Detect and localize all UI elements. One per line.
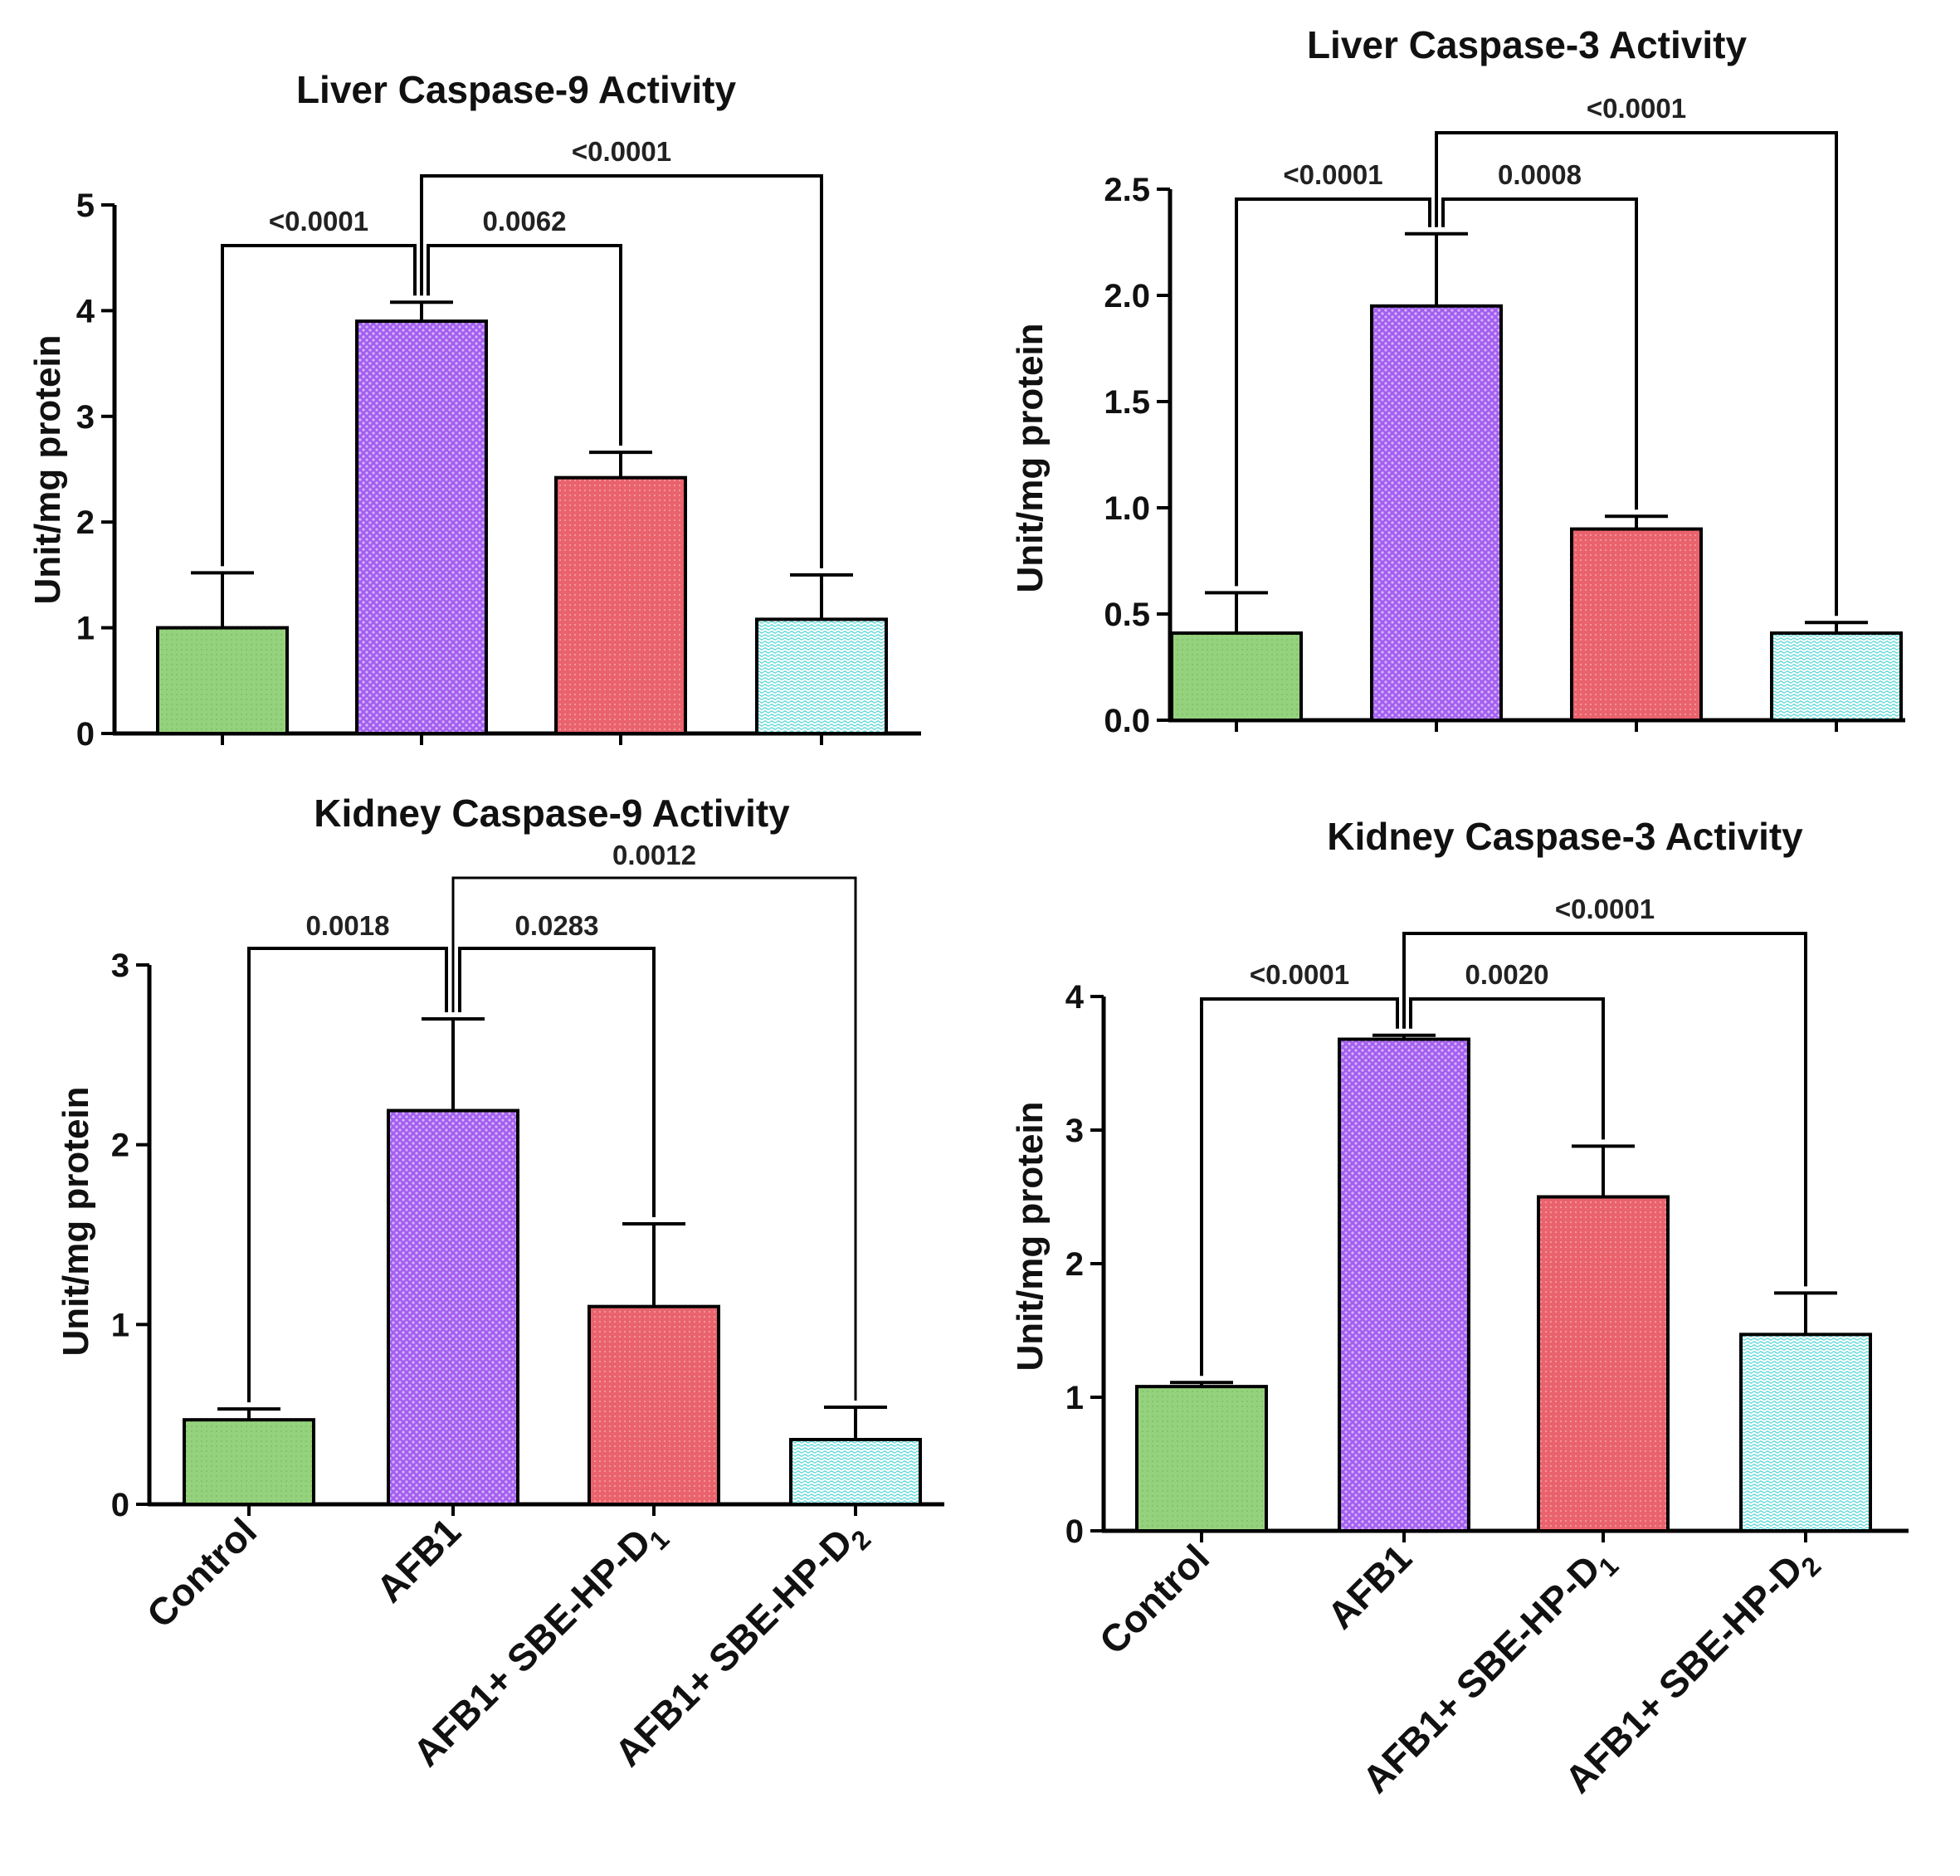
y-tick-label: 2 — [111, 1128, 129, 1164]
y-tick-label: 4 — [1065, 979, 1085, 1016]
bar-afb1-sbe-hp-d2 — [1739, 1333, 1872, 1532]
plot-area: 0.0 0.5 1.0 1.5 2.0 2.5 <0.0001 0.0008 <0.0001 — [1104, 93, 1905, 739]
significance-bracket — [420, 174, 823, 568]
y-tick-label: 0 — [111, 1487, 129, 1523]
significance-bracket — [1402, 932, 1807, 1287]
p-value-label: <0.0001 — [269, 206, 368, 236]
category-label-afb1: AFB1 — [368, 1509, 469, 1610]
p-value-label: 0.0062 — [483, 206, 567, 236]
category-label-afb1: AFB1 — [1319, 1536, 1420, 1637]
p-value-label: 0.0283 — [515, 910, 599, 941]
y-tick-label: 1 — [76, 611, 95, 647]
significance-bracket — [247, 947, 448, 1403]
panel-kidney-caspase-9: Kidney Caspase-9 Activity Unit/mg protei… — [56, 792, 944, 1523]
significance-bracket — [458, 947, 656, 1217]
bar-afb1-sbe-hp-d1 — [588, 1304, 720, 1506]
significance-bracket — [1435, 131, 1838, 616]
y-axis-label: Unit/mg protein — [1010, 323, 1051, 592]
category-label-control: Control — [139, 1509, 265, 1635]
plot-area: 0 1 2 3 4 <0.0001 0.0020 <0.0001 — [1065, 894, 1909, 1550]
bar-control — [183, 1418, 315, 1506]
panel-liver-caspase-3: Liver Caspase-3 Activity Unit/mg protein… — [1010, 23, 1905, 739]
y-tick-label: 1.5 — [1104, 384, 1150, 421]
bar-afb1-sbe-hp-d1 — [1570, 527, 1703, 722]
y-axis-label: Unit/mg protein — [27, 334, 68, 604]
bar-afb1-sbe-hp-d1 — [1537, 1195, 1670, 1532]
bar-afb1 — [355, 319, 488, 735]
panel-liver-caspase-9: Liver Caspase-9 Activity Unit/mg protein… — [27, 68, 921, 753]
y-tick-label: 4 — [76, 293, 95, 329]
y-axis-label: Unit/mg protein — [1010, 1101, 1051, 1371]
y-tick-label: 1.0 — [1104, 490, 1150, 527]
y-tick-label: 1 — [1065, 1380, 1084, 1416]
chart-title: Kidney Caspase-3 Activity — [1327, 815, 1803, 858]
chart-title: Liver Caspase-3 Activity — [1307, 23, 1748, 66]
y-tick-label: 5 — [76, 188, 95, 224]
panel-kidney-caspase-3: Kidney Caspase-3 Activity Unit/mg protei… — [1010, 815, 1909, 1550]
y-tick-label: 0.5 — [1104, 597, 1150, 633]
y-tick-label: 2.0 — [1104, 278, 1150, 314]
significance-bracket — [451, 876, 857, 1401]
y-tick-label: 2.5 — [1104, 172, 1150, 208]
bar-afb1-sbe-hp-d1 — [554, 475, 687, 736]
significance-bracket — [221, 244, 417, 567]
significance-bracket — [1200, 997, 1399, 1377]
p-value-label: <0.0001 — [572, 136, 671, 167]
y-tick-label: 0 — [76, 716, 95, 753]
p-value-label: 0.0020 — [1465, 959, 1549, 990]
y-axis-label: Unit/mg protein — [56, 1086, 96, 1356]
bar-afb1 — [1338, 1037, 1470, 1532]
chart-title: Kidney Caspase-9 Activity — [314, 792, 790, 835]
p-value-label: <0.0001 — [1555, 894, 1655, 924]
bar-afb1-sbe-hp-d2 — [755, 617, 888, 736]
p-value-label: <0.0001 — [1283, 159, 1382, 190]
bar-control — [1135, 1385, 1268, 1532]
y-tick-label: 3 — [111, 948, 129, 984]
p-value-label: 0.0012 — [612, 840, 696, 870]
bar-afb1 — [1370, 304, 1503, 722]
bar-control — [1170, 631, 1303, 722]
chart-title: Liver Caspase-9 Activity — [296, 68, 737, 111]
significance-bracket — [427, 244, 622, 446]
y-tick-label: 0 — [1065, 1513, 1084, 1550]
plot-area: 0 1 2 3 4 5 <0.0001 0.0062 <0.0001 — [76, 136, 921, 753]
bar-afb1 — [387, 1109, 519, 1506]
plot-area: 0 1 2 3 0.0018 0.0283 0.0012 — [111, 840, 944, 1523]
category-label-control: Control — [1091, 1536, 1217, 1662]
y-tick-label: 2 — [1065, 1246, 1084, 1283]
y-tick-label: 2 — [76, 504, 95, 541]
p-value-label: 0.0018 — [306, 910, 390, 941]
y-tick-label: 1 — [111, 1307, 129, 1343]
p-value-label: <0.0001 — [1587, 93, 1686, 124]
bar-afb1-sbe-hp-d2 — [1770, 631, 1903, 722]
significance-bracket — [1409, 997, 1605, 1140]
bar-control — [156, 626, 289, 735]
p-value-label: 0.0008 — [1498, 159, 1582, 190]
significance-bracket — [1235, 197, 1431, 587]
bar-afb1-sbe-hp-d2 — [789, 1438, 922, 1506]
significance-bracket — [1441, 197, 1638, 510]
y-tick-label: 0.0 — [1104, 703, 1150, 739]
p-value-label: <0.0001 — [1250, 959, 1349, 990]
y-tick-label: 3 — [76, 399, 95, 436]
y-tick-label: 3 — [1065, 1113, 1084, 1149]
